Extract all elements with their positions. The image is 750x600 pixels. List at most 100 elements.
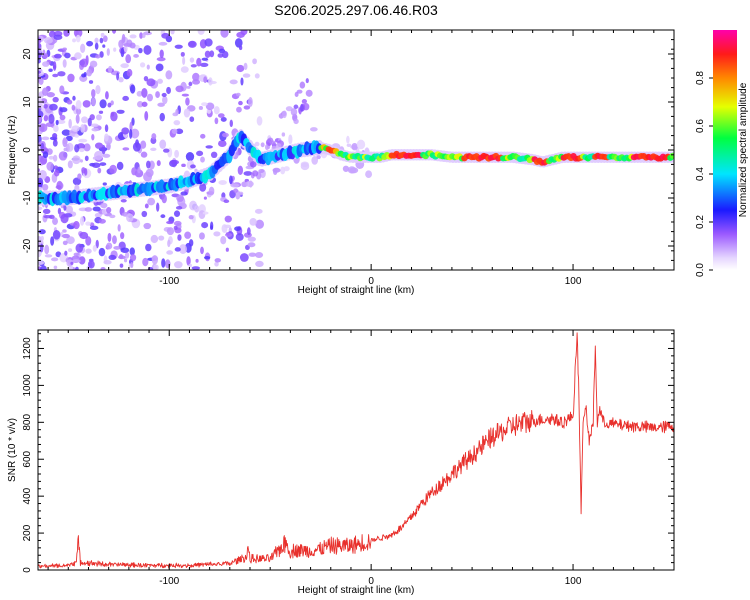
spectrogram-noise-blob <box>220 117 227 122</box>
snr-series <box>38 332 674 569</box>
spectrogram-noise-blob <box>100 202 108 209</box>
spectrogram-noise-blob <box>137 166 141 174</box>
spectrogram-noise-blob <box>237 165 244 176</box>
spectrogram-noise-blob <box>229 79 238 85</box>
spectrogram-noise-blob <box>258 168 265 173</box>
spectrogram-noise-blob <box>239 253 249 262</box>
spectrogram-noise-blob <box>98 218 106 224</box>
spectrogram-noise-blob <box>142 257 149 267</box>
spectrogram-noise-blob <box>129 84 136 94</box>
spectrogram-noise-blob <box>88 80 94 84</box>
spectrogram-noise-blob <box>53 169 60 177</box>
spectrogram-noise-blob <box>158 235 165 241</box>
spectrogram-noise-blob <box>106 206 112 214</box>
spectrogram-noise-blob <box>81 73 86 78</box>
spectrogram-noise-blob <box>243 62 248 71</box>
spectrogram-noise-blob <box>52 217 58 226</box>
spectrogram-noise-blob <box>166 250 174 255</box>
spectrogram-noise-blob <box>210 225 214 230</box>
spectrogram-noise-blob <box>62 137 68 148</box>
spectrogram-noise-blob <box>305 78 309 84</box>
spectrogram-noise-blob <box>351 142 358 151</box>
spectrogram-noise-blob <box>188 214 194 220</box>
spectrogram-noise-blob <box>174 44 183 49</box>
spectrogram-noise-blob <box>120 47 125 58</box>
spectrogram-noise-blob <box>155 91 160 98</box>
spectrogram-y-tick-label: -10 <box>22 190 33 205</box>
spectrogram-noise-blob <box>79 147 85 153</box>
spectrogram-noise-blob <box>156 160 161 167</box>
spectrogram-noise-blob <box>255 219 265 229</box>
spectrogram-noise-blob <box>92 206 101 212</box>
spectrogram-noise-blob <box>290 108 298 116</box>
spectrogram-noise-blob <box>167 239 171 248</box>
snr-y-tick-label: 1000 <box>22 374 33 397</box>
spectrogram-noise-blob <box>203 255 211 260</box>
spectrogram-noise-blob <box>255 260 264 267</box>
spectrogram-y-tick-label: -20 <box>22 238 33 253</box>
spectrogram-noise-blob <box>166 220 174 225</box>
spectrogram-noise-blob <box>159 112 165 122</box>
spectrogram-noise-blob <box>130 128 140 139</box>
spectrogram-noise-blob <box>346 143 352 147</box>
spectrogram-noise-blob <box>123 258 128 263</box>
spectrogram-noise-blob <box>54 53 62 59</box>
spectrogram-noise-blob <box>58 151 68 161</box>
spectrogram-noise-blob <box>249 218 257 226</box>
spectrogram-noise-blob <box>204 38 213 47</box>
spectrogram-noise-blob <box>129 34 137 39</box>
spectrogram-noise-blob <box>144 203 149 209</box>
spectrogram-x-axis-label: Height of straight line (km) <box>298 285 415 296</box>
spectrogram-noise-blob <box>81 116 89 124</box>
spectrogram-noise-blob <box>208 77 213 86</box>
spectrogram-noise-blob <box>185 97 190 106</box>
spectrogram-noise-blob <box>141 33 146 38</box>
spectrogram-noise-blob <box>133 54 139 58</box>
spectrogram-noise-blob <box>195 258 199 263</box>
spectrogram-noise-blob <box>110 100 114 106</box>
spectrogram-noise-blob <box>159 139 167 150</box>
spectrogram-noise-blob <box>218 180 227 185</box>
spectrogram-noise-blob <box>122 95 129 102</box>
spectrogram-noise-blob <box>122 147 130 151</box>
spectrogram-noise-blob <box>59 107 68 113</box>
spectrogram-noise-blob <box>179 244 188 255</box>
spectrogram-noise-blob <box>74 52 82 60</box>
spectrogram-noise-blob <box>181 93 189 97</box>
spectrogram-noise-blob <box>293 118 299 125</box>
spectrogram-noise-blob <box>223 199 230 203</box>
spectrogram-noise-blob <box>174 247 181 252</box>
spectrogram-noise-blob <box>73 30 83 38</box>
spectrogram-noise-blob <box>173 225 178 231</box>
spectrogram-noise-blob <box>57 71 66 77</box>
spectrogram-noise-blob <box>79 231 89 240</box>
spectrogram-noise-blob <box>151 133 157 140</box>
spectrogram-noise-blob <box>52 96 59 103</box>
spectrogram-noise-blob <box>62 240 68 246</box>
spectrogram-noise-blob <box>38 168 41 172</box>
spectrogram-noise-blob <box>107 232 112 242</box>
spectrogram-noise-blob <box>87 117 92 127</box>
spectrogram-noise-blob <box>189 57 195 63</box>
spectrogram-noise-blob <box>146 160 151 169</box>
spectrogram-noise-blob <box>248 97 253 108</box>
spectrogram-noise-blob <box>72 38 76 43</box>
spectrogram-noise-blob <box>155 63 164 72</box>
spectrogram-noise-blob <box>38 260 45 265</box>
spectrogram-noise-blob <box>85 236 92 246</box>
spectrogram-noise-blob <box>72 155 81 165</box>
spectrogram-noise-blob <box>87 260 95 269</box>
spectrogram-noise-blob <box>201 221 209 229</box>
spectrogram-noise-blob <box>252 58 257 65</box>
spectrogram-noise-blob <box>171 128 178 135</box>
spectrogram-noise-blob <box>183 108 191 118</box>
spectrogram-noise-blob <box>120 247 130 253</box>
spectrogram-noise-blob <box>80 124 86 133</box>
spectrogram-noise-blob <box>102 35 108 43</box>
spectrogram-noise-blob <box>187 40 197 48</box>
spectrogram-noise-blob <box>136 101 144 108</box>
spectrogram-noise-blob <box>65 135 73 142</box>
spectrogram-noise-blob <box>180 191 188 196</box>
spectrogram-noise-blob <box>234 226 241 232</box>
spectrogram-noise-blob <box>99 99 107 109</box>
